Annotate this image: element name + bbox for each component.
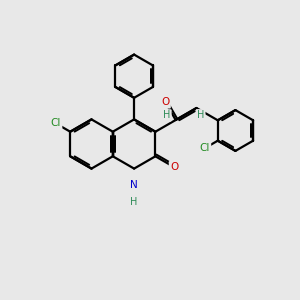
Text: H: H	[130, 197, 138, 207]
Text: Cl: Cl	[200, 143, 210, 153]
Text: N: N	[130, 180, 138, 190]
Text: H: H	[197, 110, 204, 120]
Text: O: O	[170, 162, 178, 172]
Text: H: H	[163, 110, 170, 120]
Text: Cl: Cl	[51, 118, 61, 128]
Text: O: O	[161, 97, 169, 107]
